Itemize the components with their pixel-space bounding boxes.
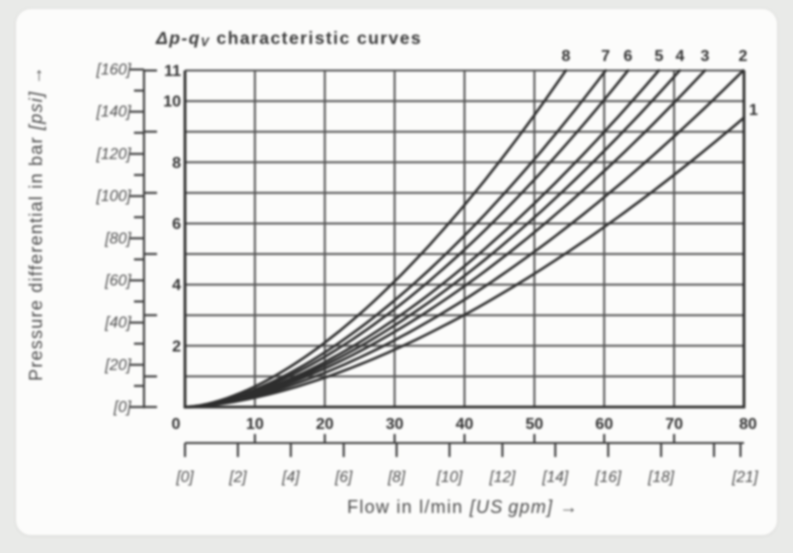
svg-text:40: 40 xyxy=(456,416,474,433)
svg-text:[100]: [100] xyxy=(96,188,132,205)
svg-text:[140]: [140] xyxy=(96,104,132,121)
svg-text:[14]: [14] xyxy=(541,469,569,486)
svg-text:5: 5 xyxy=(655,48,664,65)
svg-text:50: 50 xyxy=(526,416,544,433)
svg-text:[80]: [80] xyxy=(104,230,132,247)
svg-text:Flow in l/min [US gpm] →: Flow in l/min [US gpm] → xyxy=(347,497,579,517)
svg-text:[0]: [0] xyxy=(113,399,132,416)
svg-text:2: 2 xyxy=(172,338,181,355)
svg-text:60: 60 xyxy=(595,416,613,433)
svg-text:4: 4 xyxy=(676,48,685,65)
svg-text:[12]: [12] xyxy=(488,469,516,486)
svg-text:[16]: [16] xyxy=(594,469,622,486)
svg-text:[18]: [18] xyxy=(647,469,675,486)
svg-text:[6]: [6] xyxy=(334,469,353,486)
svg-text:[21]: [21] xyxy=(731,469,759,486)
svg-text:10: 10 xyxy=(163,94,181,111)
svg-text:[120]: [120] xyxy=(96,146,132,163)
svg-text:[60]: [60] xyxy=(104,272,132,289)
svg-text:[10]: [10] xyxy=(436,469,464,486)
svg-text:[2]: [2] xyxy=(228,469,247,486)
svg-text:7: 7 xyxy=(601,48,610,65)
svg-text:80: 80 xyxy=(739,416,757,433)
svg-text:6: 6 xyxy=(172,216,181,233)
svg-text:[20]: [20] xyxy=(104,357,132,374)
svg-text:3: 3 xyxy=(701,48,710,65)
svg-text:10: 10 xyxy=(246,416,264,433)
svg-text:Pressure differential in bar [: Pressure differential in bar [psi] → xyxy=(26,65,46,381)
svg-text:[4]: [4] xyxy=(281,469,300,486)
svg-text:70: 70 xyxy=(665,416,683,433)
svg-text:[0]: [0] xyxy=(175,469,194,486)
svg-text:0: 0 xyxy=(172,416,181,433)
svg-text:[160]: [160] xyxy=(96,62,132,79)
svg-text:Δp-qV characteristic curves: Δp-qV characteristic curves xyxy=(155,28,422,49)
svg-text:2: 2 xyxy=(739,48,748,65)
svg-text:[40]: [40] xyxy=(104,315,132,332)
svg-text:[8]: [8] xyxy=(387,469,406,486)
svg-text:1: 1 xyxy=(749,102,758,119)
svg-text:8: 8 xyxy=(562,48,571,65)
svg-text:20: 20 xyxy=(316,416,334,433)
svg-text:4: 4 xyxy=(172,277,181,294)
svg-text:11: 11 xyxy=(164,63,181,80)
svg-text:8: 8 xyxy=(172,155,181,172)
svg-text:30: 30 xyxy=(386,416,404,433)
svg-text:6: 6 xyxy=(624,48,633,65)
